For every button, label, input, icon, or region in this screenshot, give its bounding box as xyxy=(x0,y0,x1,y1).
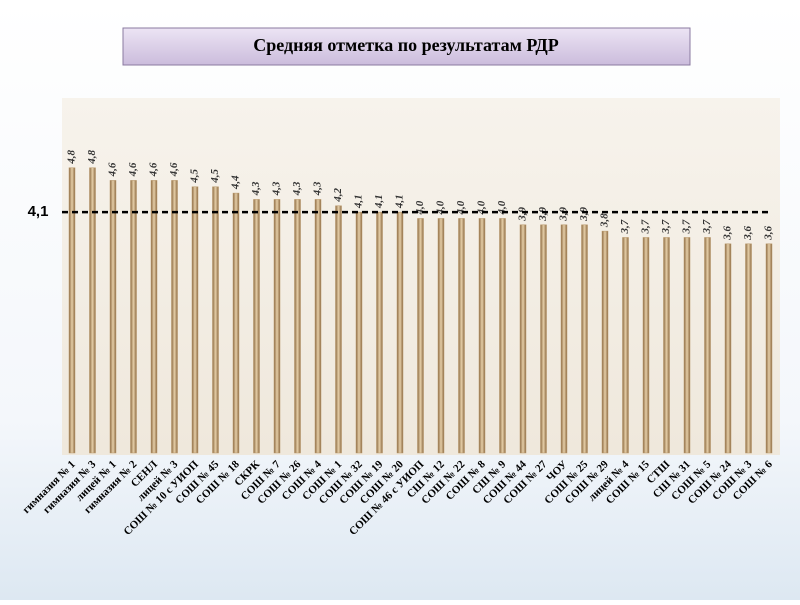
reference-label: 4,1 xyxy=(28,203,49,220)
value-label: 3,7 xyxy=(660,219,672,234)
value-label: 3,6 xyxy=(742,226,754,241)
bar xyxy=(683,237,691,454)
bar xyxy=(601,230,609,454)
bar xyxy=(765,243,773,454)
value-label: 4,3 xyxy=(250,181,262,196)
bar xyxy=(642,237,650,454)
bar xyxy=(68,167,76,454)
value-label: 3,9 xyxy=(558,207,570,222)
value-label: 4,1 xyxy=(353,194,365,209)
bar xyxy=(150,180,158,454)
value-label: 3,6 xyxy=(763,226,775,241)
bar xyxy=(355,211,363,454)
value-label: 4,4 xyxy=(230,175,242,190)
value-label: 4,1 xyxy=(394,194,406,209)
bar xyxy=(663,237,670,454)
bar xyxy=(109,180,117,454)
value-label: 3,7 xyxy=(640,219,652,234)
value-label: 3,9 xyxy=(578,207,590,222)
bar xyxy=(519,224,527,454)
value-label: 4,8 xyxy=(86,149,98,164)
chart-title: Средняя отметка по результатам РДР xyxy=(253,35,559,55)
value-label: 4,6 xyxy=(148,162,160,177)
value-label: 4,6 xyxy=(168,162,180,177)
value-label: 4,5 xyxy=(209,169,221,184)
bar xyxy=(581,224,588,454)
value-label: 4,3 xyxy=(312,181,324,196)
value-label: 4,2 xyxy=(332,188,344,203)
bar xyxy=(540,224,547,454)
bar xyxy=(724,243,732,454)
bar xyxy=(745,243,752,454)
bar xyxy=(314,199,322,454)
bar xyxy=(437,218,445,454)
value-label: 3,8 xyxy=(599,213,611,228)
value-label: 3,6 xyxy=(722,226,734,241)
bar xyxy=(89,167,96,454)
bar xyxy=(376,211,383,454)
title-box xyxy=(122,27,691,66)
value-label: 4,8 xyxy=(66,149,78,164)
value-label: 3,9 xyxy=(517,207,529,222)
bar xyxy=(253,199,260,454)
value-label: 4,3 xyxy=(271,181,283,196)
bar xyxy=(478,218,486,454)
bar xyxy=(499,218,506,454)
bar xyxy=(417,218,424,454)
bar xyxy=(130,180,137,454)
bar xyxy=(212,186,219,454)
bar xyxy=(704,237,711,454)
bar xyxy=(191,186,199,454)
bar xyxy=(458,218,465,454)
bar xyxy=(294,199,301,454)
bar xyxy=(622,237,629,454)
value-label: 3,7 xyxy=(681,219,693,234)
value-label: 3,7 xyxy=(701,219,713,234)
value-label: 4,3 xyxy=(291,181,303,196)
value-label: 4,1 xyxy=(373,194,385,209)
bar xyxy=(171,180,178,454)
bar xyxy=(335,205,342,454)
value-label: 4,6 xyxy=(107,162,119,177)
value-label: 3,9 xyxy=(537,207,549,222)
bar xyxy=(273,199,281,454)
value-label: 3,7 xyxy=(619,219,631,234)
value-label: 4,5 xyxy=(189,169,201,184)
bar xyxy=(232,192,240,454)
bar xyxy=(560,224,568,454)
value-label: 4,6 xyxy=(127,162,139,177)
bar xyxy=(396,211,404,454)
